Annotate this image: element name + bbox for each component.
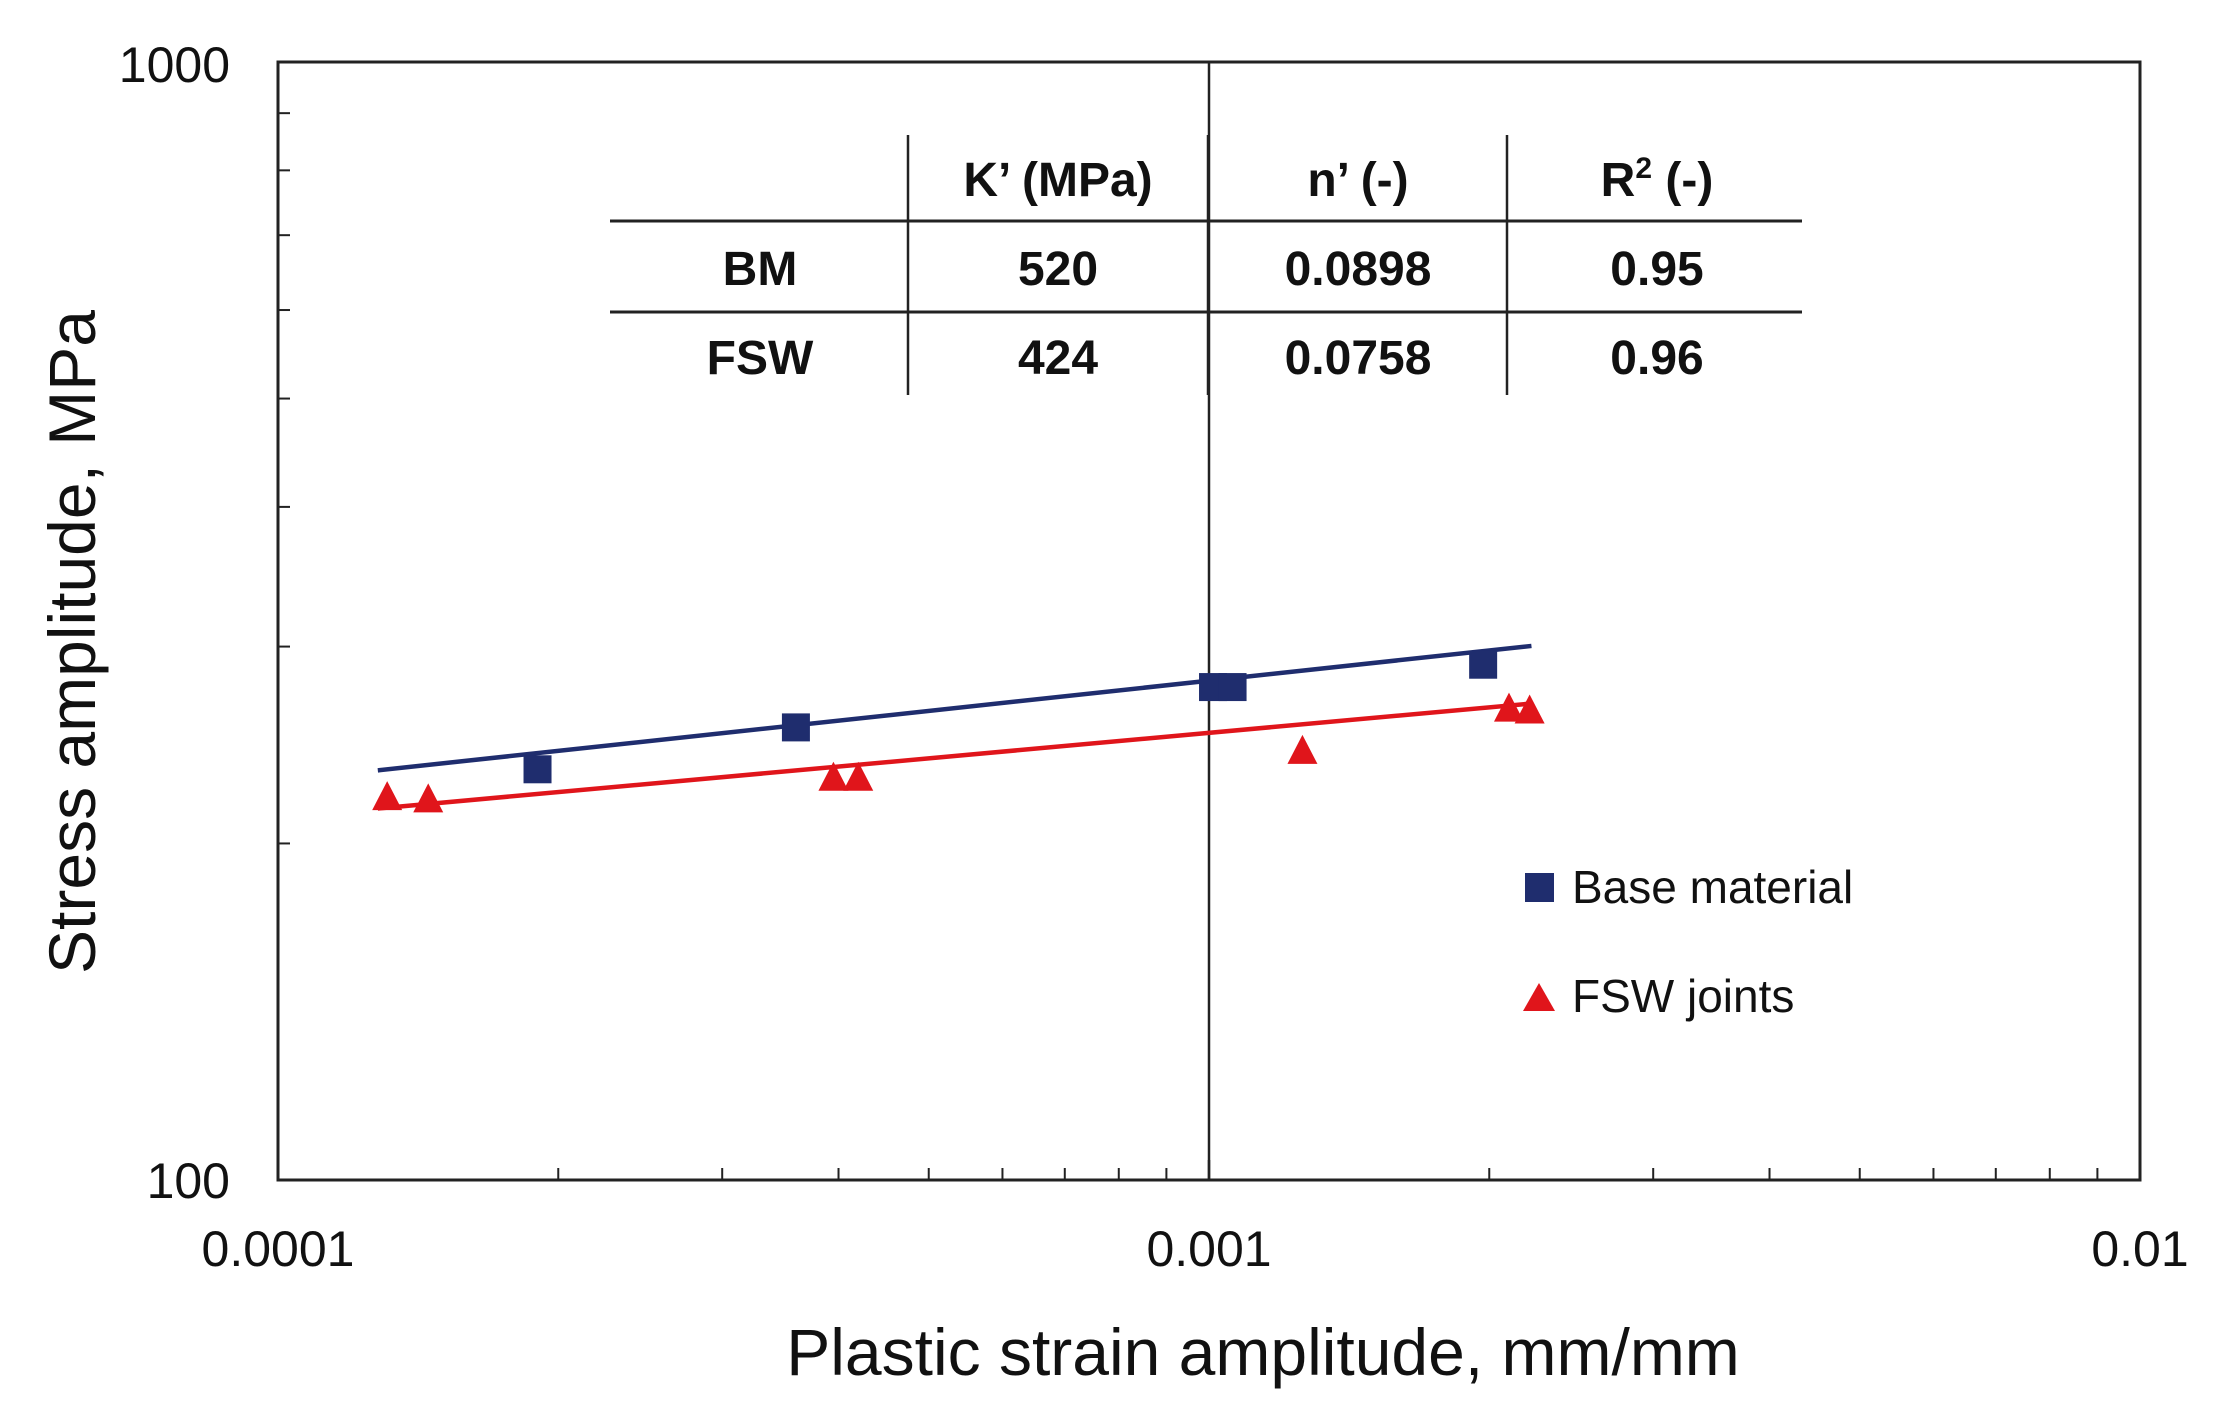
table-header-r2-sup: 2 (1635, 152, 1652, 185)
data-point-base-material (1218, 673, 1247, 702)
fit-line-base-material (377, 643, 1532, 773)
legend-label-fsw-joints: FSW joints (1572, 970, 1794, 1022)
y-tick-label: 100 (147, 1153, 230, 1209)
table-row-label-bm: BM (723, 243, 798, 296)
legend: Base material FSW joints (1523, 861, 1853, 1022)
legend-label-base-material: Base material (1572, 861, 1853, 913)
data-point-base-material (781, 713, 810, 742)
fit-lines-group (377, 643, 1532, 811)
data-point-fsw-joints (372, 781, 403, 811)
parameter-table: K’ (MPa) n’ (-) R2 (-) BM 520 0.0898 0.9… (610, 135, 1802, 395)
y-tick-label: 1000 (119, 37, 230, 93)
x-tick-label: 0.01 (2091, 1221, 2188, 1277)
data-points-group (372, 650, 1545, 813)
x-axis-title: Plastic strain amplitude, mm/mm (786, 1315, 1740, 1389)
data-point-fsw-joints (843, 761, 874, 791)
table-cell: 0.0898 (1285, 243, 1432, 296)
table-row-label-fsw: FSW (707, 332, 814, 385)
table-cell: 0.96 (1610, 332, 1703, 385)
table-cell: 0.0758 (1285, 332, 1432, 385)
data-point-fsw-joints (1287, 734, 1318, 764)
table-header-n: n’ (-) (1307, 154, 1408, 207)
x-tick-label: 0.0001 (202, 1221, 355, 1277)
table-cell: 0.95 (1610, 243, 1703, 296)
table-header-r2-base: R (1601, 154, 1636, 207)
y-axis-title: Stress amplitude, MPa (35, 310, 109, 974)
data-point-fsw-joints (1493, 692, 1524, 722)
legend-marker-triangle (1523, 983, 1555, 1011)
table-header-r2-unit: (-) (1652, 154, 1713, 207)
data-point-fsw-joints (1514, 694, 1545, 724)
data-point-fsw-joints (413, 783, 444, 813)
data-point-base-material (523, 755, 552, 784)
table-header-r2: R2 (-) (1601, 152, 1714, 207)
data-point-base-material (1469, 650, 1498, 679)
fit-line-fsw-joints (377, 701, 1532, 811)
table-cell: 424 (1018, 332, 1098, 385)
x-tick-label: 0.001 (1146, 1221, 1271, 1277)
table-cell: 520 (1018, 243, 1098, 296)
table-header-k: K’ (MPa) (963, 154, 1152, 207)
legend-marker-square (1525, 873, 1554, 902)
data-point-fsw-joints (818, 761, 849, 791)
